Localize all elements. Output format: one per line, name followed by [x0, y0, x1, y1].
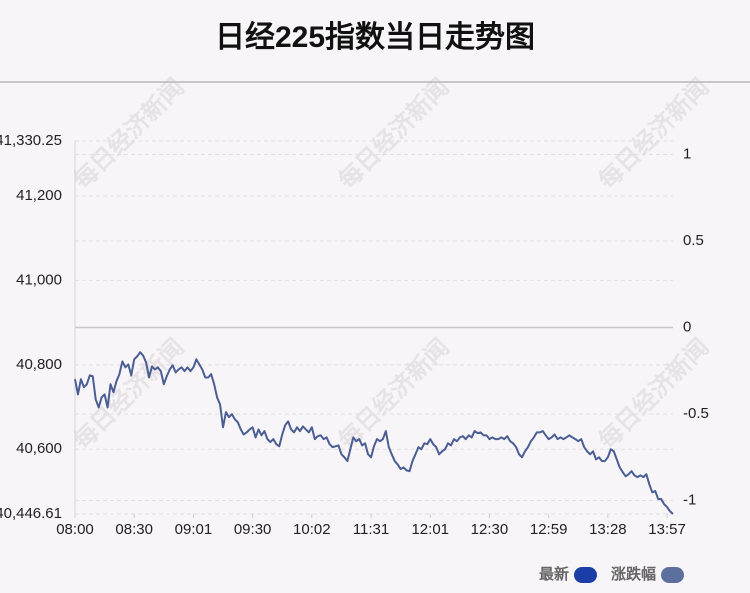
x-tick-label: 08:00	[56, 521, 94, 538]
y-tick-label: 41,200	[16, 187, 62, 204]
chart-title: 日经225指数当日走势图	[215, 20, 535, 54]
x-tick-label: 09:01	[175, 521, 213, 538]
plot-area: 40,446.61 40,600 40,800 41,000 41,200 41,330.…	[0, 132, 709, 538]
x-tick-label: 11:31	[353, 521, 389, 538]
x-tick-label: 08:30	[115, 521, 153, 538]
legend-swatch	[661, 567, 684, 583]
y2-tick-label: -1	[683, 491, 696, 508]
x-tick-label: 13:57	[648, 521, 686, 538]
x-tick-label: 10:02	[293, 521, 331, 538]
legend-swatch	[573, 567, 597, 583]
x-tick-label: 13:28	[589, 521, 627, 538]
price-line	[74, 351, 674, 515]
y2-tick-label: -0.5	[683, 405, 709, 422]
y-tick-label: 41,330.25	[0, 132, 62, 149]
x-tick-label: 12:59	[530, 521, 568, 538]
legend-label: 最新	[539, 565, 569, 583]
x-tick-label: 12:01	[411, 521, 449, 538]
x-tick-label: 09:30	[234, 521, 272, 538]
y-tick-label: 40,800	[16, 356, 62, 373]
y-tick-label: 41,000	[16, 271, 62, 288]
y2-tick-label: 0	[683, 318, 691, 335]
y2-tick-label: 0.5	[683, 232, 704, 249]
legend-label: 涨跌幅	[611, 565, 656, 583]
y-tick-label: 40,600	[16, 440, 62, 457]
x-tick-label: 12:30	[471, 521, 509, 538]
y2-tick-label: 1	[683, 145, 691, 162]
y-tick-label: 40,446.61	[0, 505, 62, 522]
